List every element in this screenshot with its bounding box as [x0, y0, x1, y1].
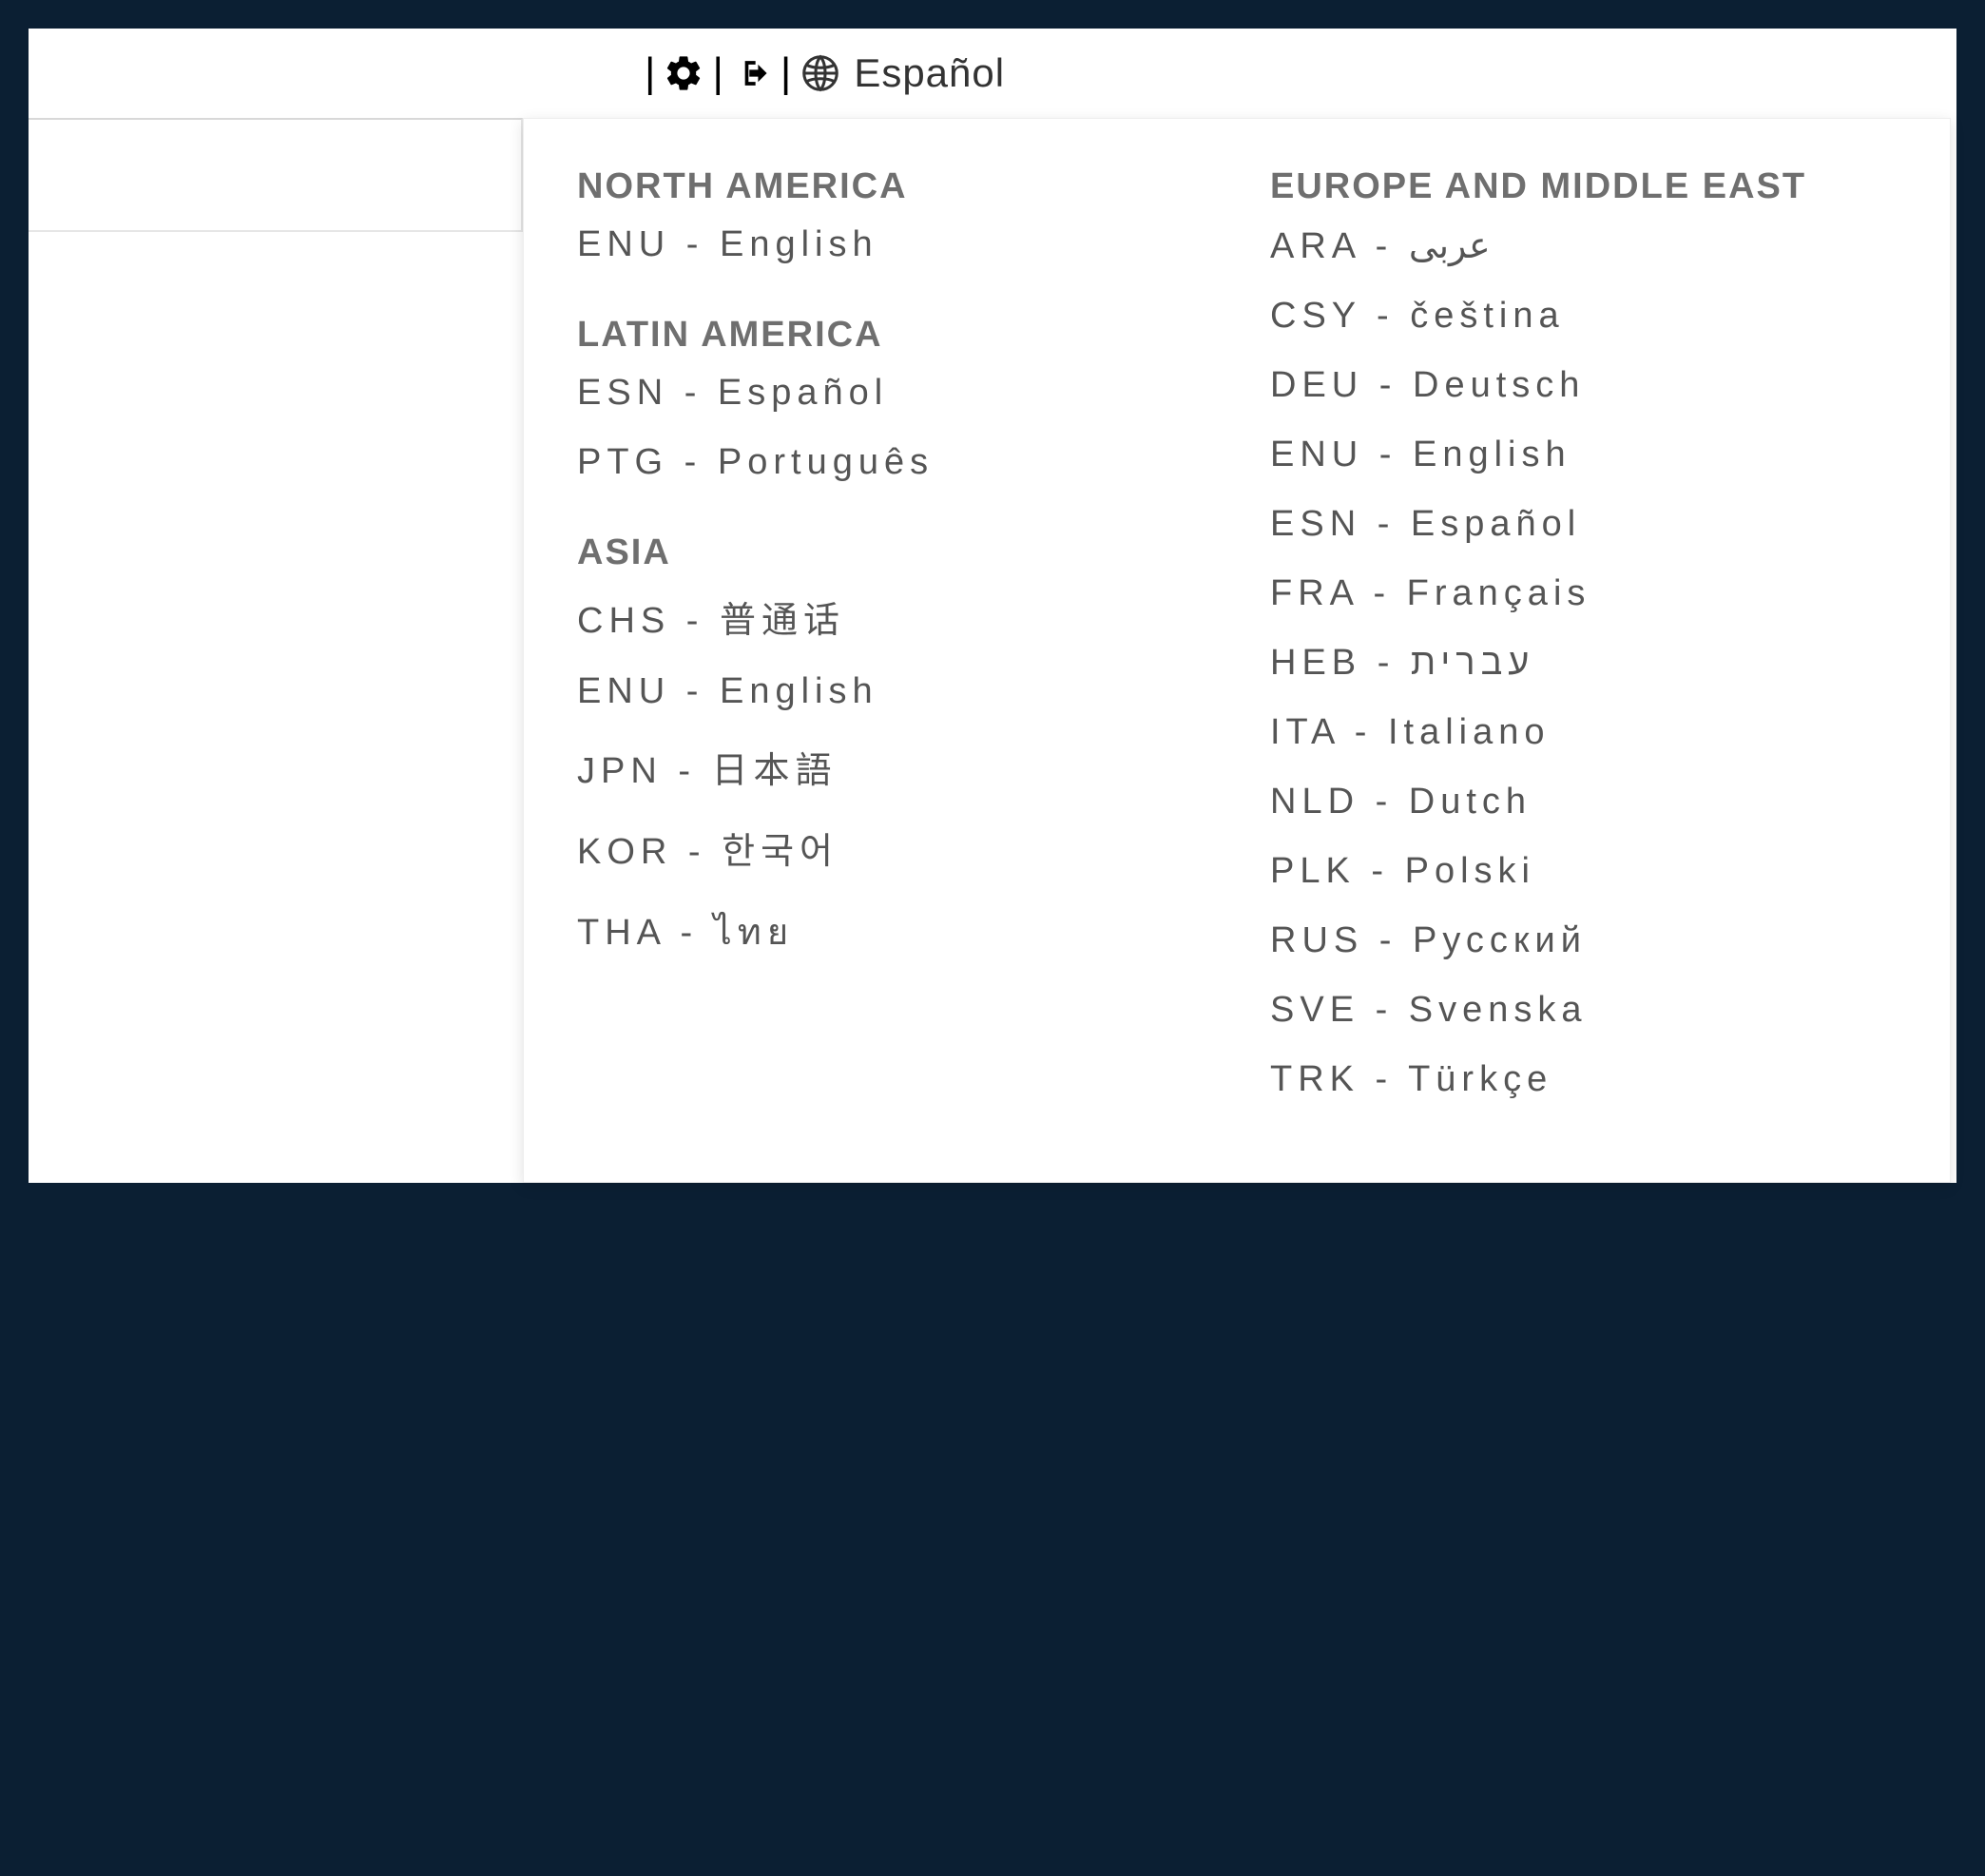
current-language-label[interactable]: Español — [854, 50, 1005, 96]
language-dropdown-panel: NORTH AMERICA ENU - English LATIN AMERICA E… — [523, 118, 1951, 1183]
language-item[interactable]: PLK - Polski — [1270, 851, 1897, 892]
logout-icon[interactable] — [731, 52, 773, 94]
language-item[interactable]: FRA - Français — [1270, 573, 1897, 614]
language-item[interactable]: RUS - Русский — [1270, 920, 1897, 961]
language-item[interactable]: ITA - Italiano — [1270, 712, 1897, 753]
language-column-right: EUROPE AND MIDDLE EAST ARA - عربى CSY - če… — [1270, 166, 1897, 1129]
settings-icon[interactable] — [663, 52, 704, 94]
content-row: NORTH AMERICA ENU - English LATIN AMERICA E… — [29, 118, 1956, 1183]
language-item[interactable]: TRK - Türkçe — [1270, 1059, 1897, 1100]
language-item[interactable]: ESN - Español — [577, 373, 1204, 414]
language-item[interactable]: ENU - English — [1270, 435, 1897, 475]
divider: | — [781, 49, 791, 97]
language-item[interactable]: ESN - Español — [1270, 504, 1897, 545]
language-item[interactable]: NLD - Dutch — [1270, 782, 1897, 822]
sidebar-stub — [29, 118, 523, 232]
language-item[interactable]: KOR - 한국어 — [577, 822, 1204, 874]
region-header: EUROPE AND MIDDLE EAST — [1270, 166, 1897, 207]
language-column-left: NORTH AMERICA ENU - English LATIN AMERICA E… — [577, 166, 1204, 1129]
region-header: ASIA — [577, 532, 1204, 573]
language-item[interactable]: SVE - Svenska — [1270, 990, 1897, 1031]
language-item[interactable]: THA - ไทย — [577, 902, 1204, 960]
language-item[interactable]: DEU - Deutsch — [1270, 365, 1897, 406]
globe-icon[interactable] — [799, 51, 842, 95]
language-item[interactable]: CSY - čeština — [1270, 296, 1897, 337]
language-item[interactable]: CHS - 普通话 — [577, 590, 1204, 643]
language-item[interactable]: HEB - עברית — [1270, 643, 1897, 684]
language-item[interactable]: ENU - English — [577, 224, 1204, 265]
language-item[interactable]: ENU - English — [577, 671, 1204, 712]
toolbar: | | | Español — [29, 29, 1956, 118]
app-container: | | | Español NORTH AMERICAE — [29, 29, 1956, 1183]
divider: | — [645, 49, 655, 97]
region-header: LATIN AMERICA — [577, 315, 1204, 356]
language-item[interactable]: PTG - Português — [577, 442, 1204, 483]
language-item[interactable]: JPN - 日本語 — [577, 741, 1204, 793]
region-header: NORTH AMERICA — [577, 166, 1204, 207]
divider: | — [712, 49, 723, 97]
language-item[interactable]: ARA - عربى — [1270, 224, 1897, 267]
